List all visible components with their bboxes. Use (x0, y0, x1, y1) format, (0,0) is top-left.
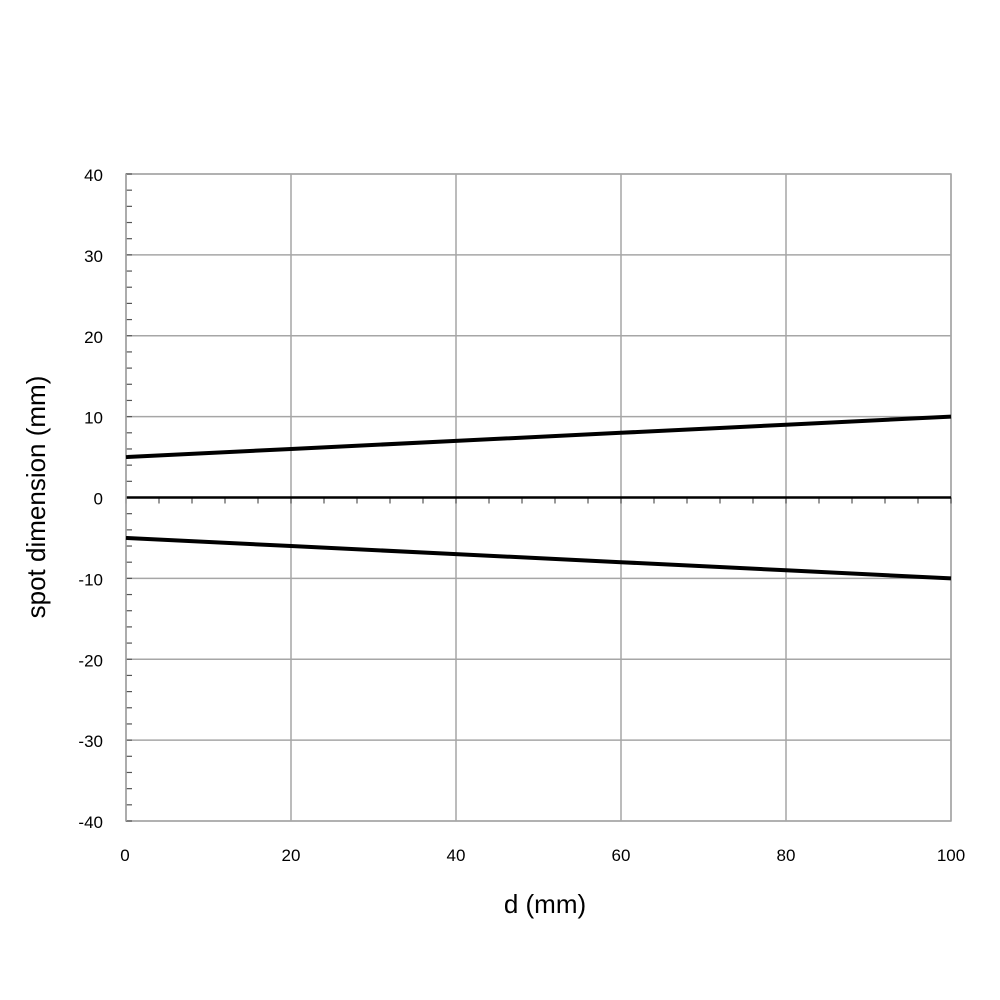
y-tick-labels: 40 30 20 10 0 -10 -20 -30 -40 (78, 166, 103, 832)
y-axis-title: spot dimension (mm) (21, 376, 51, 619)
series-line-1 (125, 414, 952, 460)
y-tick-label-4: 0 (94, 490, 103, 509)
series-layer (125, 414, 952, 581)
y-tick-label-6: -20 (78, 651, 103, 670)
x-axis-title: d (mm) (504, 889, 586, 919)
y-tick-label-5: -10 (78, 570, 103, 589)
y-tick-label-3: 10 (84, 409, 103, 428)
y-tick-label-0: 40 (84, 166, 103, 185)
x-tick-label-4: 80 (777, 846, 796, 865)
y-tick-label-8: -40 (78, 813, 103, 832)
x-tick-label-2: 40 (447, 846, 466, 865)
x-tick-labels: 0 20 40 60 80 100 (120, 846, 965, 865)
y-tick-label-1: 30 (84, 247, 103, 266)
series-line-2 (125, 535, 952, 581)
x-tick-label-5: 100 (937, 846, 965, 865)
x-tick-label-0: 0 (120, 846, 129, 865)
y-tick-label-7: -30 (78, 732, 103, 751)
y-tick-label-2: 20 (84, 328, 103, 347)
x-tick-label-3: 60 (612, 846, 631, 865)
x-tick-label-1: 20 (282, 846, 301, 865)
